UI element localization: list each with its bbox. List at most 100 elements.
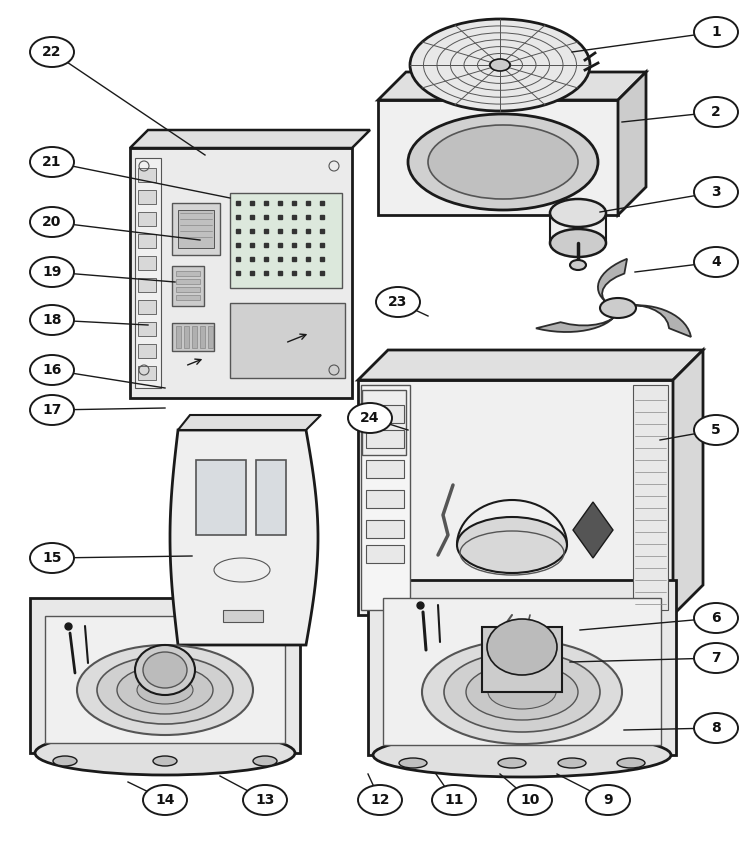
Ellipse shape	[428, 125, 578, 199]
Bar	[138, 300, 156, 314]
Ellipse shape	[30, 395, 74, 425]
Text: 21: 21	[42, 155, 62, 169]
Bar	[362, 390, 406, 455]
Ellipse shape	[550, 229, 606, 257]
Bar	[256, 460, 286, 535]
Bar	[138, 168, 156, 182]
Polygon shape	[368, 580, 676, 755]
Ellipse shape	[422, 640, 622, 744]
Ellipse shape	[53, 756, 77, 766]
Bar	[172, 266, 204, 306]
Ellipse shape	[600, 298, 636, 318]
Bar	[366, 520, 404, 538]
Polygon shape	[378, 100, 618, 215]
Text: 4: 4	[711, 255, 721, 269]
Ellipse shape	[558, 758, 586, 768]
Ellipse shape	[97, 656, 233, 724]
Ellipse shape	[30, 305, 74, 335]
Ellipse shape	[376, 287, 420, 317]
Bar	[208, 326, 213, 348]
Polygon shape	[361, 385, 410, 610]
Polygon shape	[170, 430, 318, 645]
Ellipse shape	[143, 652, 187, 688]
Bar	[138, 322, 156, 336]
Ellipse shape	[694, 17, 738, 47]
Ellipse shape	[466, 664, 578, 720]
Bar	[366, 460, 404, 478]
Ellipse shape	[30, 147, 74, 177]
Bar	[192, 326, 197, 348]
Polygon shape	[598, 258, 627, 301]
Text: 8: 8	[711, 721, 721, 735]
Ellipse shape	[358, 785, 402, 815]
Bar	[366, 545, 404, 563]
Bar	[176, 295, 200, 300]
Ellipse shape	[153, 756, 177, 766]
Bar	[135, 158, 161, 388]
Text: 10: 10	[520, 793, 540, 807]
Text: 2: 2	[711, 105, 721, 119]
Text: 16: 16	[42, 363, 62, 377]
Polygon shape	[358, 350, 703, 380]
Ellipse shape	[30, 257, 74, 287]
Ellipse shape	[410, 19, 590, 111]
Ellipse shape	[117, 666, 213, 714]
Ellipse shape	[550, 199, 606, 227]
Bar	[172, 323, 214, 351]
Bar	[176, 279, 200, 284]
Text: 3: 3	[711, 185, 721, 199]
Ellipse shape	[444, 652, 600, 732]
Bar	[366, 405, 404, 423]
Bar	[366, 430, 404, 448]
Bar	[184, 326, 189, 348]
Bar	[138, 212, 156, 226]
Ellipse shape	[373, 733, 671, 777]
Text: 9: 9	[603, 793, 613, 807]
Text: 22: 22	[42, 45, 62, 59]
Ellipse shape	[432, 785, 476, 815]
Ellipse shape	[586, 785, 630, 815]
Bar	[138, 256, 156, 270]
Text: 14: 14	[155, 793, 174, 807]
Ellipse shape	[30, 543, 74, 573]
Text: 20: 20	[42, 215, 62, 229]
Bar	[176, 287, 200, 292]
Bar	[223, 610, 263, 622]
Ellipse shape	[30, 37, 74, 67]
Text: 24: 24	[360, 411, 380, 425]
Ellipse shape	[408, 114, 598, 210]
Bar	[138, 278, 156, 292]
Ellipse shape	[508, 785, 552, 815]
Bar	[138, 344, 156, 358]
Ellipse shape	[694, 97, 738, 127]
Bar	[172, 203, 220, 255]
Bar	[482, 627, 562, 692]
Polygon shape	[30, 598, 300, 753]
Ellipse shape	[457, 517, 567, 573]
Ellipse shape	[694, 713, 738, 743]
Ellipse shape	[694, 603, 738, 633]
Ellipse shape	[135, 645, 195, 695]
Polygon shape	[358, 380, 673, 615]
Bar	[196, 460, 246, 535]
Bar	[230, 193, 342, 288]
Ellipse shape	[143, 785, 187, 815]
Polygon shape	[378, 72, 646, 100]
Ellipse shape	[348, 403, 392, 433]
Text: 13: 13	[256, 793, 274, 807]
Text: 15: 15	[42, 551, 62, 565]
Ellipse shape	[498, 758, 526, 768]
Bar	[138, 234, 156, 248]
Ellipse shape	[137, 676, 193, 704]
Polygon shape	[673, 350, 703, 615]
Polygon shape	[573, 502, 613, 558]
Text: 23: 23	[388, 295, 408, 309]
Bar	[366, 490, 404, 508]
Polygon shape	[45, 616, 285, 743]
Bar	[138, 190, 156, 204]
Ellipse shape	[30, 355, 74, 385]
Ellipse shape	[694, 177, 738, 207]
Ellipse shape	[617, 758, 645, 768]
Bar	[178, 210, 214, 248]
Ellipse shape	[694, 247, 738, 277]
